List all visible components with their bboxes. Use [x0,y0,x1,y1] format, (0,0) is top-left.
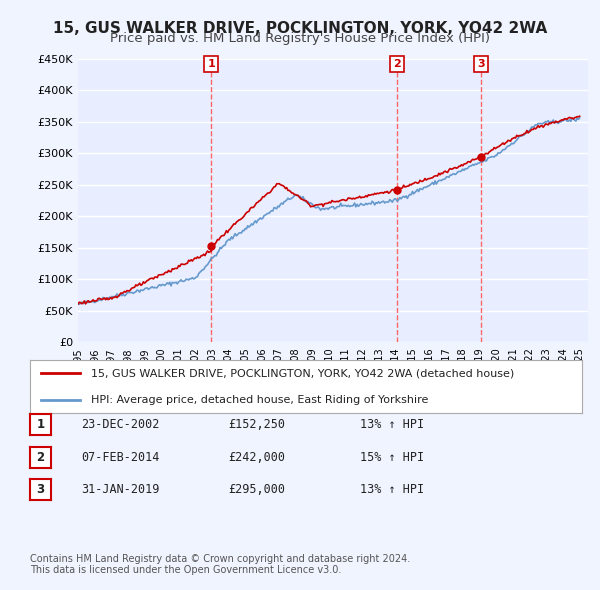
Text: £295,000: £295,000 [228,483,285,496]
Text: 15, GUS WALKER DRIVE, POCKLINGTON, YORK, YO42 2WA: 15, GUS WALKER DRIVE, POCKLINGTON, YORK,… [53,21,547,35]
Text: 2: 2 [394,59,401,69]
Text: HPI: Average price, detached house, East Riding of Yorkshire: HPI: Average price, detached house, East… [91,395,428,405]
Text: 07-FEB-2014: 07-FEB-2014 [81,451,160,464]
Text: 31-JAN-2019: 31-JAN-2019 [81,483,160,496]
Text: 1: 1 [37,418,44,431]
Text: 1: 1 [208,59,215,69]
Text: Price paid vs. HM Land Registry's House Price Index (HPI): Price paid vs. HM Land Registry's House … [110,32,490,45]
Text: 3: 3 [37,483,44,496]
Text: 2: 2 [37,451,44,464]
Text: £152,250: £152,250 [228,418,285,431]
Text: 23-DEC-2002: 23-DEC-2002 [81,418,160,431]
Text: 15, GUS WALKER DRIVE, POCKLINGTON, YORK, YO42 2WA (detached house): 15, GUS WALKER DRIVE, POCKLINGTON, YORK,… [91,368,514,378]
Text: 15% ↑ HPI: 15% ↑ HPI [360,451,424,464]
Text: Contains HM Land Registry data © Crown copyright and database right 2024.
This d: Contains HM Land Registry data © Crown c… [30,553,410,575]
Text: 13% ↑ HPI: 13% ↑ HPI [360,483,424,496]
Text: £242,000: £242,000 [228,451,285,464]
Text: 13% ↑ HPI: 13% ↑ HPI [360,418,424,431]
Text: 3: 3 [477,59,484,69]
